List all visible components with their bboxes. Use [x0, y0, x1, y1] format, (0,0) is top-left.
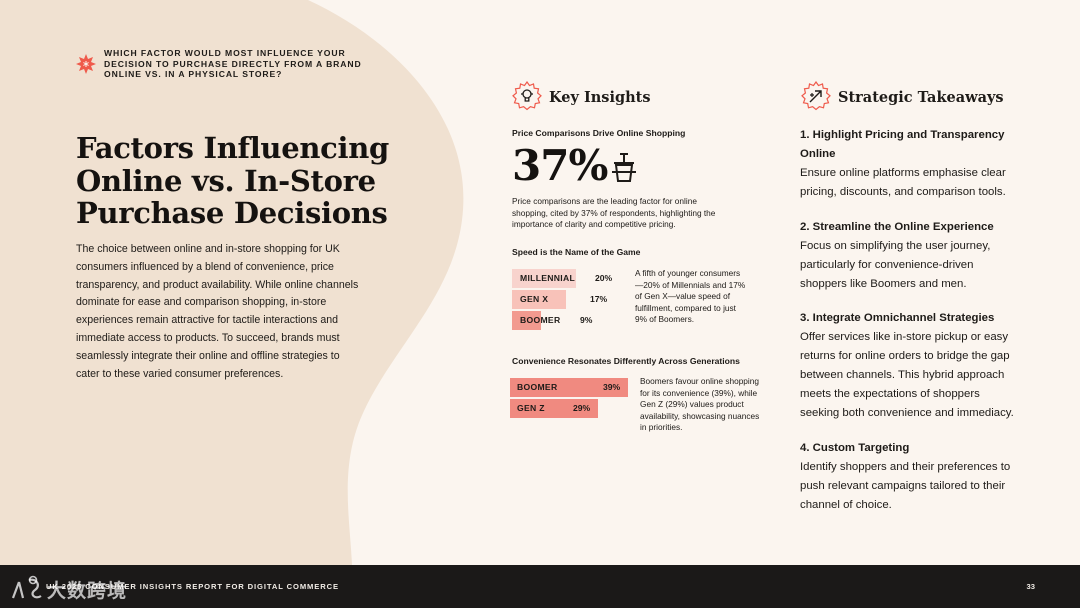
bar-value: 17% — [590, 294, 608, 304]
speed-heading: Speed is the Name of the Game — [512, 247, 641, 257]
bar-label: GEN Z — [517, 403, 545, 413]
takeaway-heading: 3. Integrate Omnichannel Strategies — [800, 312, 995, 324]
survey-question: Which factor would most influence your d… — [76, 48, 374, 80]
price-heading: Price Comparisons Drive Online Shopping — [512, 128, 686, 138]
page-title: Factors Influencing Online vs. In-Store … — [76, 131, 389, 230]
strategic-takeaways-title: Strategic Takeaways — [838, 88, 1004, 106]
bar-value: 29% — [573, 403, 591, 413]
key-insights-header: Key Insights — [511, 81, 651, 113]
asterisk-badge-icon — [76, 54, 96, 74]
price-body: Price comparisons are the leading factor… — [512, 196, 716, 230]
convenience-body: Boomers favour online shopping for its c… — [640, 376, 760, 433]
bar-label: MILLENNIAL — [520, 273, 576, 283]
takeaway-item: 3. Integrate Omnichannel Strategies Offe… — [800, 309, 1020, 423]
takeaway-body: Identify shoppers and their preferences … — [800, 460, 1011, 511]
bar-fill — [510, 378, 628, 397]
scale-icon — [612, 153, 636, 182]
takeaway-item: 2. Streamline the Online Experience Focu… — [800, 218, 1020, 294]
footer-report-title: UK 2025 CONSUMER INSIGHTS REPORT FOR DIG… — [46, 582, 339, 591]
takeaway-heading: 4. Custom Targeting — [800, 441, 910, 454]
takeaway-heading: 1. Highlight Pricing and Transparency On… — [800, 129, 1005, 160]
takeaway-body: Ensure online platforms emphasise clear … — [800, 167, 1006, 198]
watermark-text: 大数跨境 — [47, 581, 128, 602]
takeaway-heading: 2. Streamline the Online Experience — [800, 220, 994, 233]
growth-arrow-icon — [801, 81, 831, 111]
bar-fill — [512, 311, 541, 330]
price-stat: 37% — [512, 141, 608, 190]
speed-body: A fifth of younger consumers—20% of Mill… — [635, 268, 746, 325]
takeaway-body: Offer services like in-store pickup or e… — [800, 331, 1014, 419]
page-number: 33 — [1026, 582, 1035, 591]
bar-label: BOOMER — [520, 315, 561, 325]
bar-value: 39% — [603, 382, 621, 392]
bar-fill — [512, 290, 566, 309]
intro-paragraph: The choice between online and in-store s… — [76, 243, 359, 380]
watermark-logo-icon — [11, 575, 42, 599]
bar-label: BOOMER — [517, 382, 558, 392]
takeaways-list: 1. Highlight Pricing and Transparency On… — [800, 126, 1020, 530]
lightbulb-icon — [512, 81, 542, 111]
footer-bar: UK 2025 CONSUMER INSIGHTS REPORT FOR DIG… — [0, 565, 1080, 608]
convenience-heading: Convenience Resonates Differently Across… — [512, 356, 740, 366]
bar-label: GEN X — [520, 294, 549, 304]
bar-value: 20% — [595, 273, 613, 283]
strategic-takeaways-header: Strategic Takeaways — [800, 81, 1004, 113]
bar-value: 9% — [580, 315, 593, 325]
takeaway-item: 1. Highlight Pricing and Transparency On… — [800, 126, 1020, 202]
background-shape — [0, 0, 464, 565]
key-insights-title: Key Insights — [549, 88, 651, 106]
bar-fill — [512, 269, 576, 288]
takeaway-body: Focus on simplifying the user journey, p… — [800, 239, 991, 290]
question-text: Which factor would most influence your d… — [104, 48, 362, 79]
bar-fill — [510, 399, 598, 418]
takeaway-item: 4. Custom Targeting Identify shoppers an… — [800, 439, 1020, 515]
